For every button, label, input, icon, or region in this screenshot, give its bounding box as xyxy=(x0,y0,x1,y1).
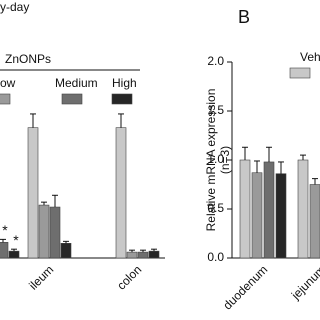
error-bar xyxy=(266,146,272,162)
legend-label: Vehicle xyxy=(300,50,320,64)
legend-title: ZnONPs xyxy=(5,52,51,66)
error-bar xyxy=(300,154,306,160)
error-bar xyxy=(11,248,17,252)
y-axis-label: Relative mRNA expression xyxy=(204,89,218,232)
annotation: * xyxy=(2,222,8,238)
error-bar xyxy=(30,113,36,128)
error-bar xyxy=(254,160,260,173)
legend-label: High xyxy=(112,76,137,90)
error-bar xyxy=(151,248,157,252)
legend-swatch xyxy=(0,93,11,105)
bar xyxy=(239,159,251,259)
y-axis-label-note: (n=3) xyxy=(218,146,232,174)
bar xyxy=(148,250,160,259)
annotation: * xyxy=(13,232,19,248)
error-bar xyxy=(242,146,248,160)
x-tick-label: ileum xyxy=(26,262,56,292)
y-tick-label: 0.5 xyxy=(207,201,224,215)
error-bar xyxy=(0,238,6,243)
legend-label: ow xyxy=(0,76,16,90)
bar xyxy=(60,243,72,259)
error-bar xyxy=(140,249,146,253)
bar xyxy=(115,127,127,259)
legend-swatch xyxy=(61,93,83,105)
x-tick-label: jejunum xyxy=(288,262,320,302)
error-bar xyxy=(278,161,284,174)
legend-label: Medium xyxy=(55,76,98,90)
x-tick-label: colon xyxy=(114,262,144,292)
y-tick-label: 1.0 xyxy=(207,152,224,166)
bar xyxy=(38,204,50,259)
y-tick-label: 1.5 xyxy=(207,103,224,117)
y-tick-label: 2.0 xyxy=(207,54,224,68)
legend-swatch xyxy=(111,93,133,105)
panel-a-title: y-day xyxy=(0,0,29,14)
bar xyxy=(263,161,275,259)
y-tick-label: 0.0 xyxy=(207,250,224,264)
bar xyxy=(309,184,320,259)
bar xyxy=(8,250,20,259)
error-bar xyxy=(52,194,58,208)
bar xyxy=(0,242,9,259)
panel-label: B xyxy=(238,7,250,27)
x-tick-label: duodenum xyxy=(220,262,270,312)
bar xyxy=(251,172,263,259)
bar xyxy=(27,127,39,259)
bar xyxy=(297,159,309,259)
bar xyxy=(49,206,61,259)
error-bar xyxy=(312,178,318,185)
error-bar xyxy=(63,240,69,244)
bar xyxy=(275,173,287,259)
legend-swatch xyxy=(289,67,311,79)
error-bar xyxy=(129,249,135,253)
bar xyxy=(126,251,138,259)
bar xyxy=(137,251,149,259)
error-bar xyxy=(41,201,47,206)
error-bar xyxy=(118,113,124,128)
